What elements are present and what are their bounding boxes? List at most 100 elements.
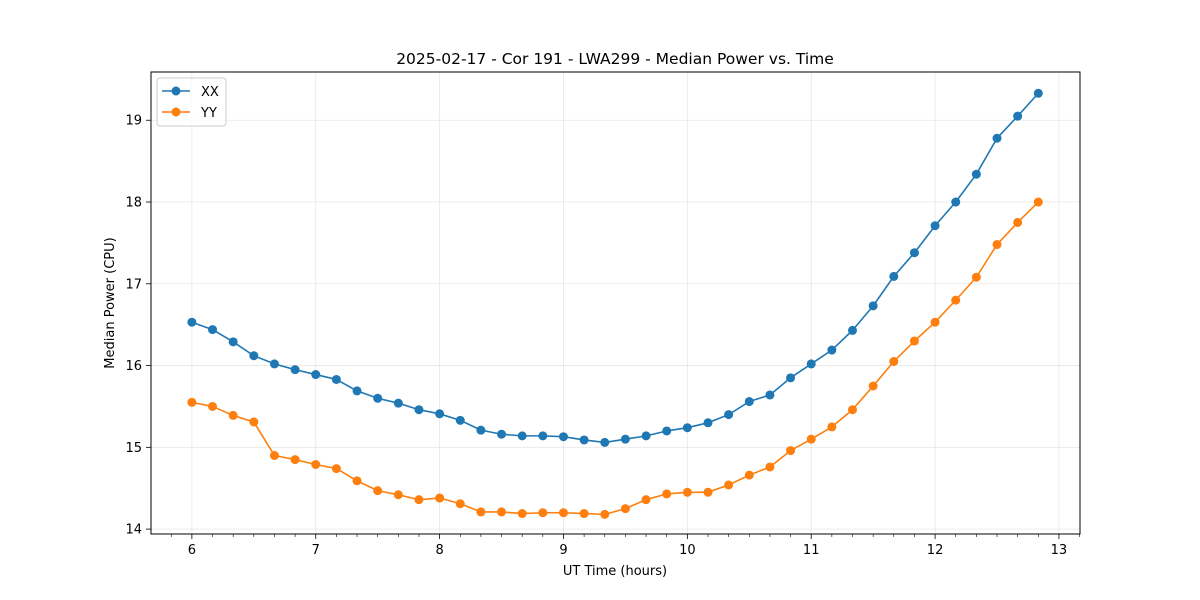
y-tick-label: 17 (125, 277, 142, 292)
data-point-xx (951, 197, 961, 207)
data-point-xx (806, 359, 816, 369)
data-point-yy (600, 509, 610, 519)
x-tick-label: 11 (803, 543, 820, 558)
data-point-xx (724, 410, 734, 420)
data-point-yy (228, 410, 238, 420)
x-tick-label: 8 (435, 543, 443, 558)
data-point-xx (889, 271, 899, 281)
data-point-yy (724, 480, 734, 490)
data-point-xx (476, 425, 486, 435)
x-tick-label: 9 (559, 543, 567, 558)
data-point-yy (1033, 197, 1043, 207)
data-point-xx (517, 431, 527, 441)
x-tick-label: 12 (927, 543, 944, 558)
data-point-yy (971, 272, 981, 282)
data-point-yy (682, 487, 692, 497)
data-point-yy (662, 489, 672, 499)
legend-label-yy: YY (200, 106, 217, 121)
data-point-yy (744, 470, 754, 480)
x-tick-label: 7 (312, 543, 320, 558)
data-point-yy (311, 459, 321, 469)
series-layer (187, 88, 1043, 519)
data-point-xx (847, 325, 857, 335)
data-point-yy (786, 446, 796, 456)
data-point-xx (311, 370, 321, 380)
x-tick-label: 6 (188, 543, 196, 558)
y-axis-label: Median Power (CPU) (103, 237, 118, 368)
legend-label-xx: XX (201, 85, 219, 100)
data-point-xx (909, 248, 919, 258)
data-point-xx (187, 317, 197, 327)
data-point-yy (868, 381, 878, 391)
data-point-xx (662, 426, 672, 436)
data-point-yy (558, 508, 568, 518)
data-point-xx (414, 405, 424, 415)
y-tick-label: 18 (125, 196, 142, 211)
data-point-yy (620, 504, 630, 514)
data-point-yy (187, 397, 197, 407)
plot-frame (150, 71, 1081, 535)
data-point-xx (703, 418, 713, 428)
data-point-xx (971, 169, 981, 179)
data-point-yy (992, 240, 1002, 250)
data-point-yy (269, 451, 279, 461)
data-point-xx (868, 301, 878, 311)
data-point-xx (290, 365, 300, 375)
data-point-yy (208, 401, 218, 411)
chart-title: 2025-02-17 - Cor 191 - LWA299 - Median P… (396, 50, 834, 68)
data-point-yy (930, 317, 940, 327)
data-point-xx (786, 373, 796, 383)
data-point-yy (847, 405, 857, 415)
data-point-yy (579, 509, 589, 519)
data-point-yy (1013, 217, 1023, 227)
data-point-xx (1013, 111, 1023, 121)
data-point-yy (641, 495, 651, 505)
data-point-yy (951, 295, 961, 305)
data-point-xx (1033, 88, 1043, 98)
legend-marker-xx (171, 86, 181, 96)
grid (151, 72, 1080, 534)
data-point-yy (538, 508, 548, 518)
y-tick-label: 16 (125, 359, 142, 374)
data-point-xx (249, 351, 259, 361)
data-point-yy (827, 422, 837, 432)
data-point-xx (558, 432, 568, 442)
data-point-yy (331, 464, 341, 474)
y-tick-label: 14 (125, 523, 142, 538)
y-axis: 14 15 16 17 18 19 (125, 114, 151, 538)
data-point-xx (435, 409, 445, 419)
data-point-yy (765, 462, 775, 472)
data-point-xx (765, 390, 775, 400)
legend-marker-yy (171, 107, 181, 117)
data-point-yy (703, 487, 713, 497)
data-point-xx (497, 429, 507, 439)
data-point-yy (806, 434, 816, 444)
data-point-xx (455, 415, 465, 425)
data-point-yy (352, 476, 362, 486)
legend: XX YY (156, 77, 227, 127)
data-point-yy (909, 336, 919, 346)
data-point-xx (579, 435, 589, 445)
data-point-yy (373, 486, 383, 496)
x-tick-label: 13 (1051, 543, 1068, 558)
data-point-xx (620, 434, 630, 444)
y-tick-label: 19 (125, 114, 142, 129)
data-point-xx (930, 221, 940, 231)
x-tick-label: 10 (679, 543, 696, 558)
data-point-yy (414, 495, 424, 505)
x-axis: 6 7 8 9 10 11 12 13 (170, 534, 1080, 558)
data-point-yy (889, 356, 899, 366)
data-point-xx (992, 133, 1002, 143)
data-point-yy (249, 417, 259, 427)
data-point-xx (269, 359, 279, 369)
data-point-xx (827, 345, 837, 355)
data-point-xx (600, 437, 610, 447)
data-point-yy (517, 509, 527, 519)
data-point-xx (538, 431, 548, 441)
data-point-xx (228, 337, 238, 347)
data-point-yy (435, 493, 445, 503)
data-point-xx (352, 386, 362, 396)
data-point-yy (455, 499, 465, 509)
data-point-yy (497, 507, 507, 517)
